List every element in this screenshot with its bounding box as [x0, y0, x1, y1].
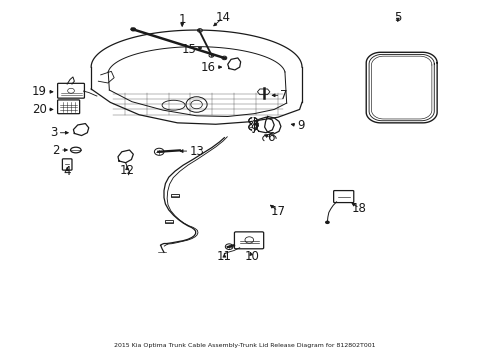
Text: 2015 Kia Optima Trunk Cable Assembly-Trunk Lid Release Diagram for 812802T001: 2015 Kia Optima Trunk Cable Assembly-Tru…	[114, 343, 374, 348]
Text: 16: 16	[201, 60, 215, 73]
Text: 3: 3	[50, 126, 58, 139]
Text: 11: 11	[217, 251, 231, 264]
Text: 19: 19	[32, 85, 47, 98]
Text: 10: 10	[244, 251, 259, 264]
Text: 7: 7	[280, 89, 287, 102]
Circle shape	[130, 27, 136, 31]
Text: 6: 6	[266, 131, 274, 144]
Text: 8: 8	[250, 119, 257, 132]
Text: 5: 5	[393, 11, 401, 24]
Text: 1: 1	[178, 13, 185, 26]
Text: 18: 18	[351, 202, 366, 215]
FancyBboxPatch shape	[171, 194, 179, 197]
Text: 17: 17	[270, 204, 285, 217]
Text: 13: 13	[189, 145, 204, 158]
Text: 14: 14	[215, 11, 230, 24]
Text: 20: 20	[32, 103, 47, 116]
Circle shape	[325, 221, 329, 224]
Text: 9: 9	[297, 119, 304, 132]
Text: 12: 12	[120, 164, 134, 177]
Text: 2: 2	[52, 144, 60, 157]
Text: 15: 15	[182, 43, 196, 56]
FancyBboxPatch shape	[164, 220, 172, 224]
Text: 4: 4	[63, 165, 71, 178]
